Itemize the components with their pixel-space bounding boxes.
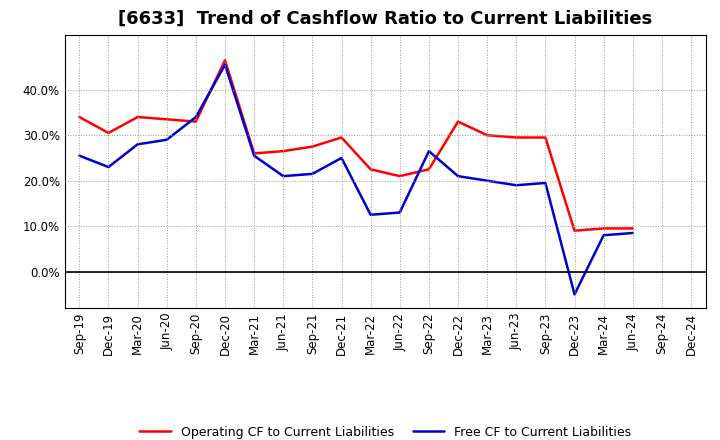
Free CF to Current Liabilities — [395, 210, 404, 215]
Free CF to Current Liabilities — [512, 183, 521, 188]
Free CF to Current Liabilities — [163, 137, 171, 143]
Operating CF to Current Liabilities — [250, 151, 258, 156]
Free CF to Current Liabilities — [599, 233, 608, 238]
Free CF to Current Liabilities — [541, 180, 550, 186]
Free CF to Current Liabilities — [425, 149, 433, 154]
Operating CF to Current Liabilities — [133, 114, 142, 120]
Operating CF to Current Liabilities — [337, 135, 346, 140]
Operating CF to Current Liabilities — [454, 119, 462, 124]
Free CF to Current Liabilities — [454, 173, 462, 179]
Free CF to Current Liabilities — [220, 62, 229, 67]
Free CF to Current Liabilities — [570, 292, 579, 297]
Operating CF to Current Liabilities — [192, 119, 200, 124]
Free CF to Current Liabilities — [337, 155, 346, 161]
Free CF to Current Liabilities — [75, 153, 84, 158]
Operating CF to Current Liabilities — [279, 149, 287, 154]
Operating CF to Current Liabilities — [163, 117, 171, 122]
Free CF to Current Liabilities — [250, 153, 258, 158]
Free CF to Current Liabilities — [133, 142, 142, 147]
Operating CF to Current Liabilities — [599, 226, 608, 231]
Operating CF to Current Liabilities — [570, 228, 579, 233]
Title: [6633]  Trend of Cashflow Ratio to Current Liabilities: [6633] Trend of Cashflow Ratio to Curren… — [118, 10, 652, 28]
Operating CF to Current Liabilities — [512, 135, 521, 140]
Free CF to Current Liabilities — [104, 165, 113, 170]
Operating CF to Current Liabilities — [366, 167, 375, 172]
Free CF to Current Liabilities — [308, 171, 317, 176]
Line: Operating CF to Current Liabilities: Operating CF to Current Liabilities — [79, 60, 633, 231]
Free CF to Current Liabilities — [483, 178, 492, 183]
Operating CF to Current Liabilities — [483, 132, 492, 138]
Free CF to Current Liabilities — [279, 173, 287, 179]
Free CF to Current Liabilities — [366, 212, 375, 217]
Legend: Operating CF to Current Liabilities, Free CF to Current Liabilities: Operating CF to Current Liabilities, Fre… — [135, 421, 636, 440]
Free CF to Current Liabilities — [192, 114, 200, 120]
Line: Free CF to Current Liabilities: Free CF to Current Liabilities — [79, 65, 633, 294]
Operating CF to Current Liabilities — [308, 144, 317, 149]
Operating CF to Current Liabilities — [629, 226, 637, 231]
Free CF to Current Liabilities — [629, 231, 637, 236]
Operating CF to Current Liabilities — [395, 173, 404, 179]
Operating CF to Current Liabilities — [220, 58, 229, 63]
Operating CF to Current Liabilities — [104, 130, 113, 136]
Operating CF to Current Liabilities — [541, 135, 550, 140]
Operating CF to Current Liabilities — [75, 114, 84, 120]
Operating CF to Current Liabilities — [425, 167, 433, 172]
